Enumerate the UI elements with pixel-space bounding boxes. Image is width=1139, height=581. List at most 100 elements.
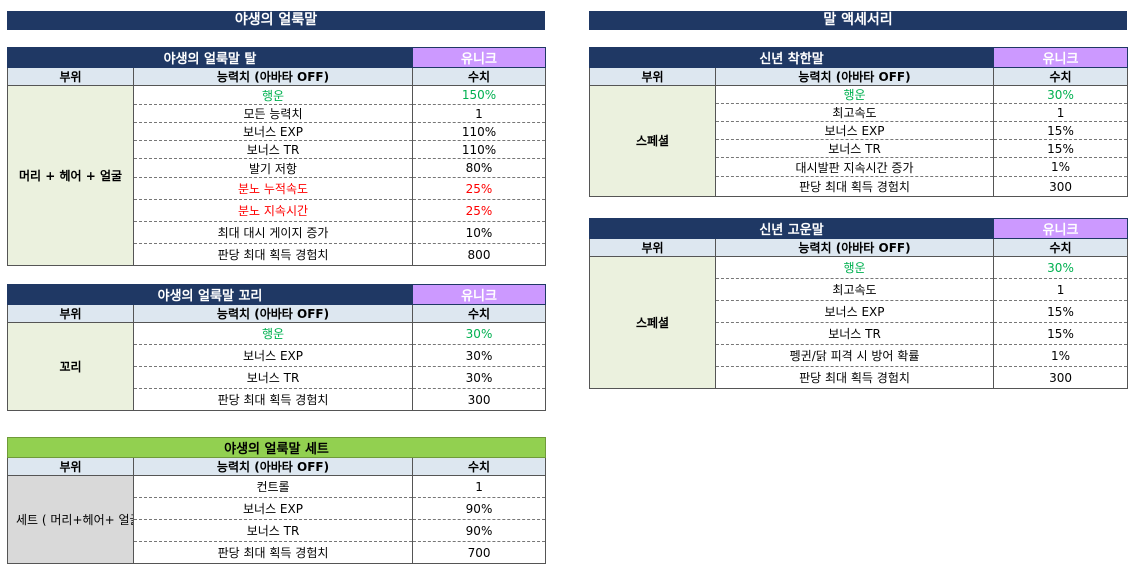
col-header-stat: 능력치 (아바타 OFF)	[714, 67, 995, 86]
table-row: 최고속도 1	[590, 278, 1129, 301]
table-title: 신년 고운말	[588, 218, 995, 239]
table-row: 보너스 TR 30%	[8, 366, 547, 389]
stat-name: 보너스 EXP	[133, 122, 413, 141]
table-title: 신년 착한말	[588, 47, 995, 68]
table-row: 스페셜 행운 30%	[589, 256, 1129, 389]
table-row: 모든 능력치 1	[8, 104, 546, 123]
stat-name: 보너스 TR	[133, 519, 413, 542]
stat-value: 300	[993, 366, 1129, 389]
stat-name: 보너스 TR	[714, 322, 995, 345]
table-row: 판당 최대 획득 경험치 800	[8, 243, 546, 266]
table-row: 보너스 TR 90%	[8, 519, 547, 542]
col-header-value: 수치	[993, 238, 1129, 257]
table-row: 꼬리 행운 30%	[7, 322, 547, 411]
table-row: 세트 ( 머리+헤어+ 얼굴 + 꼬리 ) 컨트롤 1	[7, 475, 547, 564]
stat-value: 80%	[412, 158, 546, 178]
stat-value: 30%	[412, 344, 547, 367]
unique-badge: 유니크	[993, 218, 1129, 239]
stat-value: 15%	[993, 300, 1129, 323]
mount-stats-table: 야생의 얼룩말 탈 유니크 부위 능력치 (아바타 OFF) 수치 머리 + 헤…	[7, 47, 546, 266]
table-row: 판당 최대 획득 경험치 700	[8, 541, 547, 564]
stat-value: 300	[412, 388, 547, 411]
stat-name: 대시발판 지속시간 증가	[714, 157, 995, 177]
stat-value: 30%	[993, 256, 1129, 279]
table-row: 보너스 TR 15%	[590, 139, 1129, 158]
stat-name: 행운	[714, 256, 995, 279]
part-cell: 머리 + 헤어 + 얼굴	[7, 85, 134, 266]
section-title-left: 야생의 얼룩말	[7, 11, 545, 30]
part-cell: 꼬리	[7, 322, 134, 411]
stat-name: 분노 누적속도	[133, 177, 413, 200]
stat-value: 1	[993, 103, 1129, 122]
section-title-right: 말 액세서리	[589, 11, 1127, 30]
stat-value: 1%	[993, 344, 1129, 367]
col-header-stat: 능력치 (아바타 OFF)	[133, 67, 413, 86]
table-row: 판당 최대 획득 경험치 300	[590, 366, 1129, 389]
table-row: 보너스 EXP 30%	[8, 344, 547, 367]
stat-value: 700	[411, 541, 547, 564]
stat-name: 보너스 TR	[132, 366, 414, 389]
tail-stats-table: 야생의 얼룩말 꼬리 유니크 부위 능력치 (아바타 OFF) 수치 꼬리 행운…	[6, 284, 547, 411]
stat-name: 보너스 TR	[133, 140, 413, 159]
table-row: 보너스 EXP 15%	[590, 121, 1129, 140]
stat-value: 90%	[411, 519, 547, 542]
col-header-part: 부위	[589, 238, 716, 257]
stat-value: 25%	[412, 177, 546, 200]
col-header-part: 부위	[7, 304, 134, 323]
stat-name: 보너스 TR	[714, 139, 995, 158]
stat-name: 판당 최대 획득 경험치	[714, 366, 995, 389]
stat-name: 최고속도	[714, 103, 995, 122]
col-header-stat: 능력치 (아바타 OFF)	[132, 304, 414, 323]
part-cell: 스페셜	[589, 256, 716, 389]
col-header-part: 부위	[7, 457, 134, 476]
col-header-stat: 능력치 (아바타 OFF)	[714, 238, 995, 257]
stat-value: 1	[993, 278, 1129, 301]
table-row: 대시발판 지속시간 증가 1%	[590, 157, 1129, 177]
table-row: 최고속도 1	[590, 103, 1129, 122]
stat-value: 800	[412, 243, 546, 266]
table-row: 보너스 TR 15%	[590, 322, 1129, 345]
stat-name: 보너스 EXP	[133, 497, 413, 520]
stat-name: 판당 최대 획득 경험치	[133, 243, 413, 266]
stat-name: 판당 최대 획득 경험치	[133, 541, 413, 564]
stat-name: 행운	[714, 85, 995, 104]
stat-name: 최고속도	[714, 278, 995, 301]
part-cell: 세트 ( 머리+헤어+ 얼굴 + 꼬리 )	[7, 475, 134, 564]
stat-name: 보너스 EXP	[714, 121, 995, 140]
unique-badge: 유니크	[412, 284, 547, 305]
stat-value: 1	[412, 104, 546, 123]
table-row: 스페셜 행운 30%	[589, 85, 1129, 197]
good-horse-stats-table: 신년 착한말 유니크 부위 능력치 (아바타 OFF) 수치 스페셜 행운 30…	[588, 47, 1129, 197]
table-title: 야생의 얼룩말 세트	[6, 437, 547, 458]
stat-name: 분노 지속시간	[133, 199, 413, 222]
stat-value: 30%	[412, 366, 547, 389]
col-header-value: 수치	[412, 304, 547, 323]
stat-name: 모든 능력치	[133, 104, 413, 123]
stat-value: 30%	[993, 85, 1129, 104]
stat-name: 행운	[133, 85, 413, 105]
stat-value: 10%	[412, 221, 546, 244]
table-row: 분노 누적속도 25%	[8, 177, 546, 200]
stat-name: 펭귄/닭 피격 시 방어 확률	[714, 344, 995, 367]
table-row: 보너스 EXP 110%	[8, 122, 546, 141]
table-row: 보너스 EXP 90%	[8, 497, 547, 520]
stat-name: 최대 대시 게이지 증가	[133, 221, 413, 244]
stat-value: 15%	[993, 121, 1129, 140]
table-title: 야생의 얼룩말 탈	[7, 47, 413, 68]
stat-value: 1	[411, 475, 547, 498]
table-row: 펭귄/닭 피격 시 방어 확률 1%	[590, 344, 1129, 367]
stat-name: 판당 최대 획득 경험치	[714, 176, 995, 197]
table-row: 보너스 EXP 15%	[590, 300, 1129, 323]
unique-badge: 유니크	[993, 47, 1129, 68]
table-row: 보너스 TR 110%	[8, 140, 546, 159]
stat-name: 보너스 EXP	[132, 344, 414, 367]
table-row: 판당 최대 획득 경험치 300	[590, 176, 1129, 197]
col-header-part: 부위	[589, 67, 716, 86]
stat-value: 110%	[412, 122, 546, 141]
stat-value: 300	[993, 176, 1129, 197]
table-row: 최대 대시 게이지 증가 10%	[8, 221, 546, 244]
stat-value: 1%	[993, 157, 1129, 177]
stat-value: 30%	[412, 322, 547, 345]
stat-value: 150%	[412, 85, 546, 105]
table-title: 야생의 얼룩말 꼬리	[6, 284, 414, 305]
